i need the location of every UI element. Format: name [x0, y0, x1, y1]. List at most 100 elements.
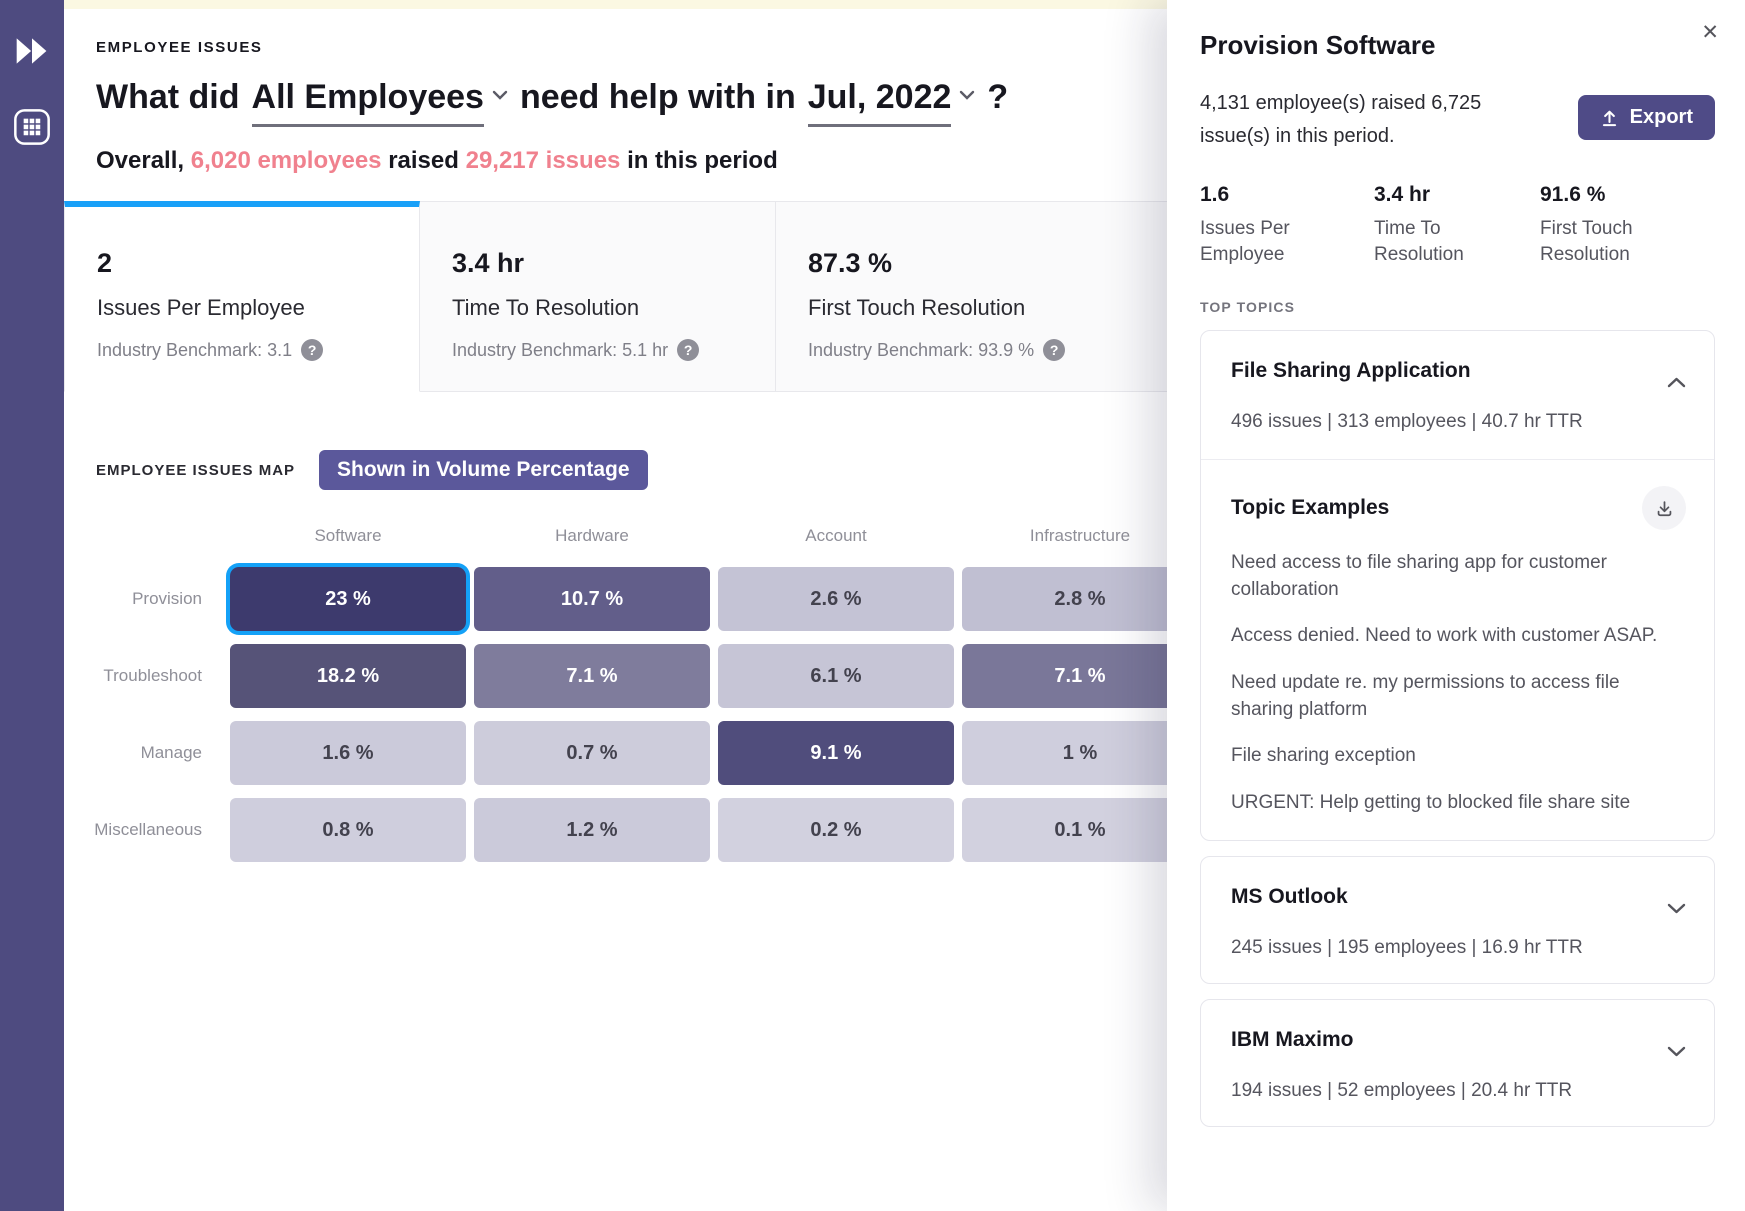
summary-line: Overall, 6,020 employees raised 29,217 i…: [96, 147, 1745, 175]
fast-forward-icon[interactable]: [12, 34, 52, 68]
drawer-kpi-value: 1.6: [1200, 183, 1230, 206]
kpi-label: Time To Resolution: [452, 295, 640, 320]
heatmap-cell-troubleshoot-software[interactable]: 18.2 %: [230, 644, 466, 708]
employee-filter-value: All Employees: [251, 78, 484, 127]
topic-stats: 245 issues | 195 employees | 16.9 hr TTR: [1231, 937, 1583, 959]
heatmap-cell-troubleshoot-hardware[interactable]: 7.1 %: [474, 644, 710, 708]
download-icon[interactable]: [1642, 486, 1686, 531]
summary-prefix: Overall,: [96, 147, 185, 174]
title-middle: need help with in: [519, 78, 796, 116]
topic-example: File sharing exception: [1231, 745, 1416, 767]
chevron-down-icon[interactable]: [1667, 901, 1686, 919]
topic-example: Need update re. my permissions to access…: [1231, 672, 1620, 720]
heatmap-cell-provision-software[interactable]: 23 %: [230, 567, 466, 631]
topic-name: MS Outlook: [1231, 885, 1348, 909]
topic-card-header[interactable]: IBM Maximo: [1231, 1028, 1686, 1062]
topic-card-ms-outlook: MS Outlook 245 issues | 195 employees | …: [1200, 856, 1715, 985]
main-content: EMPLOYEE ISSUES What did All Employees n…: [64, 0, 1745, 862]
title-suffix: ?: [987, 78, 1009, 116]
drawer-kpi-label: Time To Resolution: [1374, 218, 1464, 265]
heatmap-column-header: Software: [314, 526, 382, 545]
heatmap-cell-manage-software[interactable]: 1.6 %: [230, 721, 466, 785]
heatmap-row-label: Provision: [132, 589, 202, 608]
topic-examples-section: Topic Examples Need access to file shari…: [1201, 459, 1714, 816]
heatmap-row-label: Manage: [140, 743, 202, 762]
topic-card-header[interactable]: File Sharing Application: [1231, 359, 1686, 393]
heatmap-column-header: Account: [805, 526, 867, 545]
dashboard-grid-icon[interactable]: [12, 109, 52, 145]
page-title: What did All Employees need help with in…: [96, 78, 1745, 127]
drawer-kpi-value: 91.6 %: [1540, 183, 1606, 206]
topic-card-ibm-maximo: IBM Maximo 194 issues | 52 employees | 2…: [1200, 999, 1715, 1128]
topic-card-file-sharing-application: File Sharing Application 496 issues | 31…: [1200, 330, 1715, 842]
page-eyebrow: EMPLOYEE ISSUES: [96, 39, 263, 56]
heatmap-cell-troubleshoot-account[interactable]: 6.1 %: [718, 644, 954, 708]
heatmap-cell-manage-infrastructure[interactable]: 1 %: [962, 721, 1198, 785]
upload-icon: [1602, 110, 1616, 126]
drawer-title: Provision Software: [1200, 30, 1436, 60]
topic-stats: 496 issues | 313 employees | 40.7 hr TTR: [1231, 411, 1583, 433]
title-prefix: What did: [96, 78, 240, 116]
kpi-benchmark: Industry Benchmark: 3.1: [97, 339, 293, 360]
tab-time-to-resolution[interactable]: 3.4 hr Time To Resolution Industry Bench…: [420, 201, 776, 392]
chevron-down-icon: [492, 90, 508, 100]
topic-card-header[interactable]: MS Outlook: [1231, 885, 1686, 919]
kpi-benchmark: Industry Benchmark: 93.9 %: [808, 339, 1035, 360]
heatmap-cell-troubleshoot-infrastructure[interactable]: 7.1 %: [962, 644, 1198, 708]
issues-heatmap: Software Hardware Account Infrastructure…: [64, 526, 1745, 862]
period-dropdown[interactable]: Jul, 2022: [807, 78, 976, 127]
issues-map-section-label: EMPLOYEE ISSUES MAP: [96, 461, 296, 479]
volume-percentage-badge[interactable]: Shown in Volume Percentage: [319, 450, 648, 490]
tab-issues-per-employee[interactable]: 2 Issues Per Employee Industry Benchmark…: [64, 201, 420, 392]
heatmap-cell-manage-account[interactable]: 9.1 %: [718, 721, 954, 785]
heatmap-cell-manage-hardware[interactable]: 0.7 %: [474, 721, 710, 785]
kpi-tab-row: 2 Issues Per Employee Industry Benchmark…: [64, 201, 1324, 392]
topic-stats: 194 issues | 52 employees | 20.4 hr TTR: [1231, 1080, 1573, 1102]
export-button[interactable]: Export: [1577, 95, 1715, 140]
heatmap-cell-miscellaneous-account[interactable]: 0.2 %: [718, 798, 954, 862]
kpi-label: First Touch Resolution: [808, 295, 1026, 320]
chevron-up-icon[interactable]: [1667, 375, 1686, 393]
kpi-value: 87.3 %: [808, 248, 893, 278]
topic-example: Access denied. Need to work with custome…: [1231, 625, 1658, 647]
kpi-benchmark: Industry Benchmark: 5.1 hr: [452, 339, 669, 360]
heatmap-column-header: Infrastructure: [1029, 526, 1131, 545]
drawer-kpi-value: 3.4 hr: [1374, 183, 1431, 206]
topic-examples-title: Topic Examples: [1231, 496, 1390, 520]
summary-suffix: in this period: [627, 147, 778, 174]
help-icon[interactable]: ?: [301, 339, 324, 361]
heatmap-cell-provision-hardware[interactable]: 10.7 %: [474, 567, 710, 631]
close-icon[interactable]: ✕: [1701, 21, 1719, 44]
kpi-label: Issues Per Employee: [97, 295, 305, 320]
top-topics-label: TOP TOPICS: [1200, 299, 1296, 316]
drawer-kpi-label: Issues Per Employee: [1200, 218, 1290, 265]
kpi-value: 3.4 hr: [452, 248, 525, 278]
heatmap-row-label: Miscellaneous: [94, 820, 202, 839]
summary-employee-count: 6,020 employees: [190, 147, 382, 174]
help-icon[interactable]: ?: [1043, 339, 1066, 361]
drawer-summary: 4,131 employee(s) raised 6,725 issue(s) …: [1200, 92, 1482, 147]
chevron-down-icon: [960, 90, 975, 100]
heatmap-row-label: Troubleshoot: [103, 666, 202, 685]
heatmap-cell-miscellaneous-infrastructure[interactable]: 0.1 %: [962, 798, 1198, 862]
topic-name: IBM Maximo: [1231, 1028, 1354, 1052]
summary-raised: raised: [388, 147, 459, 174]
topic-example: URGENT: Help getting to blocked file sha…: [1231, 791, 1631, 813]
heatmap-cell-miscellaneous-hardware[interactable]: 1.2 %: [474, 798, 710, 862]
heatmap-cell-provision-account[interactable]: 2.6 %: [718, 567, 954, 631]
drawer-kpi-row: 1.6 Issues Per Employee 3.4 hr Time To R…: [1200, 183, 1715, 267]
kpi-value: 2: [97, 248, 113, 278]
heatmap-cell-miscellaneous-software[interactable]: 0.8 %: [230, 798, 466, 862]
topic-detail-drawer: ✕ Provision Software 4,131 employee(s) r…: [1167, 0, 1745, 1211]
heatmap-column-header: Hardware: [555, 526, 629, 545]
top-accent-strip: [64, 0, 1745, 9]
drawer-kpi-label: First Touch Resolution: [1540, 218, 1633, 265]
summary-issue-count: 29,217 issues: [465, 147, 621, 174]
period-value: Jul, 2022: [807, 78, 952, 127]
help-icon[interactable]: ?: [677, 339, 700, 361]
chevron-down-icon[interactable]: [1667, 1044, 1686, 1062]
employee-filter-dropdown[interactable]: All Employees: [251, 78, 508, 127]
heatmap-cell-provision-infrastructure[interactable]: 2.8 %: [962, 567, 1198, 631]
app-sidebar: [0, 0, 64, 1211]
export-label: Export: [1629, 106, 1693, 128]
